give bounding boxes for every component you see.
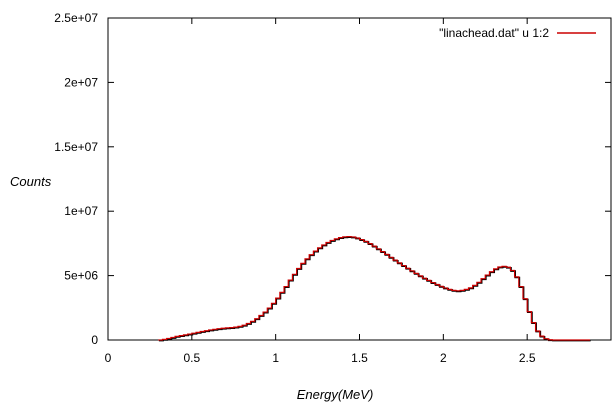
series-step-outline xyxy=(158,236,591,342)
x-axis-label: Energy(MeV) xyxy=(297,387,374,402)
x-axis-ticks: 0 0.5 1 1.5 2 2.5 xyxy=(105,18,536,365)
x-tick-label: 2 xyxy=(440,351,447,365)
y-tick-label: 1e+07 xyxy=(64,204,98,218)
x-tick-label: 1.5 xyxy=(351,351,368,365)
x-tick-label: 0.5 xyxy=(183,351,200,365)
y-axis-label: Counts xyxy=(10,174,52,189)
series-layer xyxy=(158,235,591,342)
y-tick-label: 0 xyxy=(91,333,98,347)
x-tick-label: 1 xyxy=(272,351,279,365)
legend-entry-label: "linachead.dat" u 1:2 xyxy=(439,26,549,40)
plot-area-frame xyxy=(107,17,612,341)
x-tick-label: 2.5 xyxy=(519,351,536,365)
y-tick-label: 1.5e+07 xyxy=(54,140,98,154)
y-tick-label: 2e+07 xyxy=(64,75,98,89)
x-tick-label: 0 xyxy=(105,351,112,365)
y-tick-label: 5e+06 xyxy=(64,269,98,283)
series-step-line xyxy=(158,235,591,341)
y-tick-label: 2.5e+07 xyxy=(54,11,98,25)
legend: "linachead.dat" u 1:2 xyxy=(439,26,596,40)
y-axis-ticks: 0 5e+06 1e+07 1.5e+07 2e+07 2.5e+07 xyxy=(54,11,611,347)
